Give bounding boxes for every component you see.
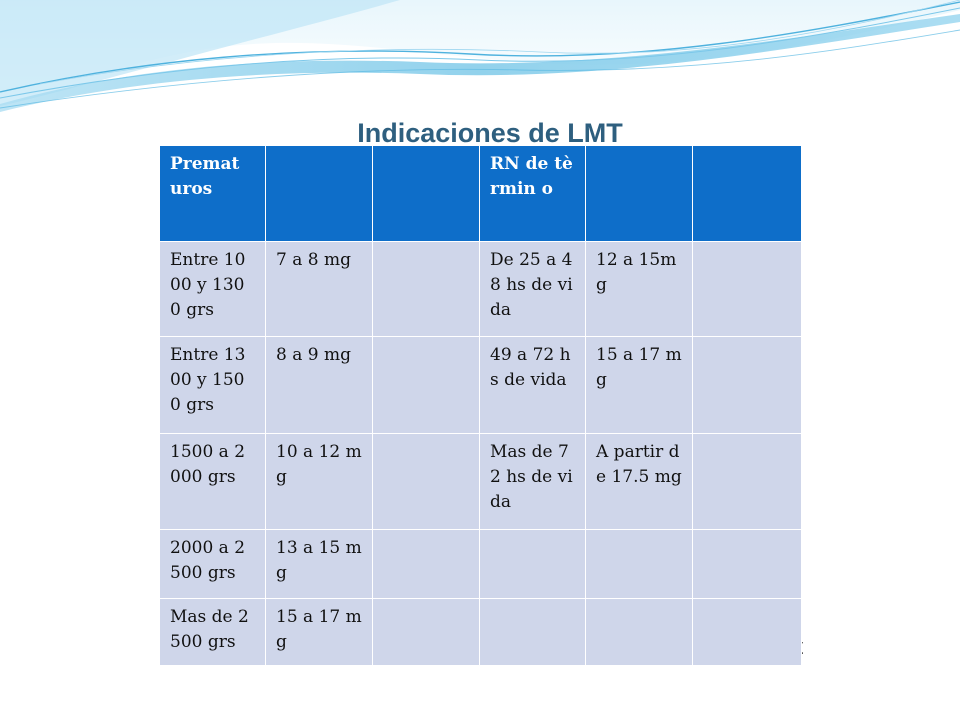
header-cell: [585, 145, 693, 242]
table-cell: [479, 598, 586, 666]
table-cell: Mas de 2500 grs: [159, 598, 266, 666]
table-row: Mas de 2500 grs 15 a 17 mg: [159, 598, 802, 666]
table-cell: 13 a 15 mg: [265, 529, 373, 599]
table-cell: 49 a 72 hs de vida: [479, 336, 586, 434]
table-cell: [372, 529, 480, 599]
table-cell: Mas de 72 hs de vida: [479, 433, 586, 530]
slide-title: Indicaciones de LMT: [357, 118, 623, 148]
table-cell: Entre 1000 y 1300 grs: [159, 241, 266, 337]
dosage-table: Premat uros RN de tèrmin o Entre 1000 y …: [159, 145, 802, 666]
table-cell: A partir de 17.5 mg: [585, 433, 693, 530]
table-row: Entre 1000 y 1300 grs 7 a 8 mg De 25 a 4…: [159, 241, 802, 337]
table-cell: [692, 598, 802, 666]
table-cell: 15 a 17 mg: [585, 336, 693, 434]
header-cell: Premat uros: [159, 145, 266, 242]
header-cell: RN de tèrmin o: [479, 145, 586, 242]
table-cell: [692, 336, 802, 434]
header-cell: [372, 145, 480, 242]
header-cell: [692, 145, 802, 242]
table-cell: [692, 241, 802, 337]
table-cell: De 25 a 48 hs de vida: [479, 241, 586, 337]
table-row: 1500 a 2000 grs 10 a 12 mg Mas de 72 hs …: [159, 433, 802, 530]
table-cell: [692, 529, 802, 599]
table-cell: 1500 a 2000 grs: [159, 433, 266, 530]
table-row: Entre 1300 y 1500 grs 8 a 9 mg 49 a 72 h…: [159, 336, 802, 434]
table-cell: 7 a 8 mg: [265, 241, 373, 337]
table-cell: 12 a 15mg: [585, 241, 693, 337]
table-cell: 15 a 17 mg: [265, 598, 373, 666]
header-cell: [265, 145, 373, 242]
table-cell: [479, 529, 586, 599]
table-row: 2000 a 2500 grs 13 a 15 mg: [159, 529, 802, 599]
table-cell: [372, 598, 480, 666]
table-cell: [585, 529, 693, 599]
table-cell: Entre 1300 y 1500 grs: [159, 336, 266, 434]
decorative-waves: [0, 0, 960, 112]
table-cell: [372, 433, 480, 530]
table-header-row: Premat uros RN de tèrmin o: [159, 145, 802, 242]
table-cell: 2000 a 2500 grs: [159, 529, 266, 599]
table-cell: [372, 241, 480, 337]
table-cell: 10 a 12 mg: [265, 433, 373, 530]
table-cell: [372, 336, 480, 434]
table-cell: [585, 598, 693, 666]
table-cell: [692, 433, 802, 530]
table-cell: 8 a 9 mg: [265, 336, 373, 434]
